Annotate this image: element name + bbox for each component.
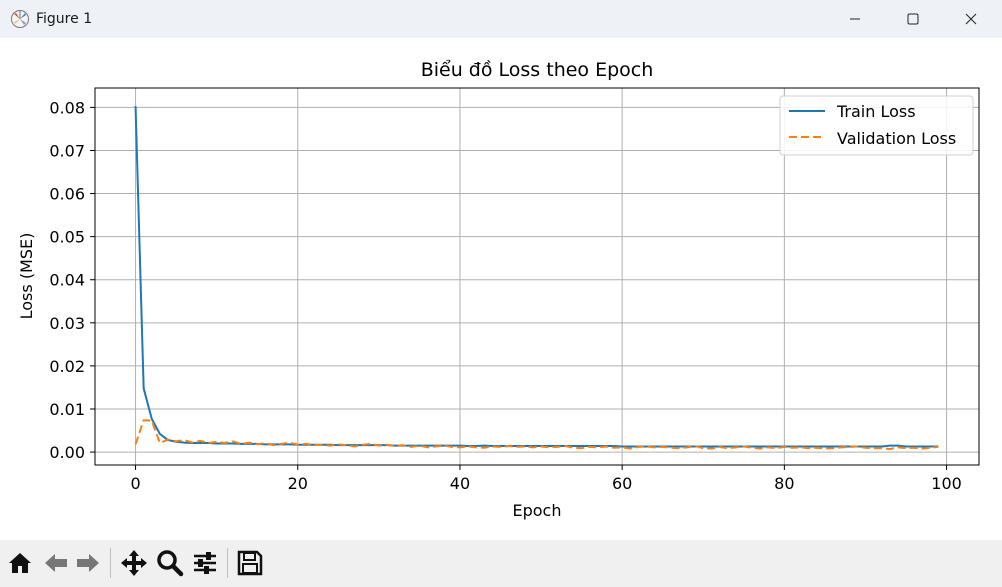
y-tick-label: 0.01 <box>49 400 85 419</box>
zoom-button[interactable] <box>155 548 185 578</box>
y-tick-label: 0.07 <box>49 141 85 160</box>
y-tick-label: 0.08 <box>49 98 85 117</box>
x-axis-label: Epoch <box>513 501 562 520</box>
loss-chart: 0 20 40 60 80 100 0.000.010.020.030.040.050.0… <box>17 59 980 520</box>
pan-button[interactable] <box>119 548 149 578</box>
forward-button[interactable] <box>73 548 103 578</box>
window-titlebar[interactable]: Figure 1 <box>0 0 1002 38</box>
train-loss-line <box>134 106 939 448</box>
validation-loss-line <box>134 419 939 451</box>
legend-box <box>779 95 974 156</box>
legend-train-label: Train Loss <box>836 102 916 121</box>
save-button[interactable] <box>235 548 265 578</box>
arrow-left-icon <box>45 554 67 572</box>
legend: Train Loss Validation Loss <box>779 95 974 156</box>
close-button[interactable] <box>942 0 1000 38</box>
y-axis-label: Loss (MSE) <box>17 233 36 320</box>
legend-validation-label: Validation Loss <box>837 129 956 148</box>
toolbar-separator <box>110 548 111 578</box>
x-tick-label: 80 <box>774 474 794 493</box>
chart-title: Biểu đồ Loss theo Epoch <box>421 59 654 81</box>
minimize-button[interactable] <box>826 0 884 38</box>
y-axis-ticks: 0.00 0.01 0.02 0.03 0.04 0.05 0.06 0.07 0.08 <box>49 98 95 462</box>
x-tick-label: 100 <box>931 474 962 493</box>
home-icon <box>9 553 31 573</box>
y-tick-label: 0.04 <box>49 271 85 290</box>
grid-lines <box>95 88 979 465</box>
y-tick-label: 0.06 <box>49 185 85 204</box>
y-tick-label: 0.05 <box>49 228 85 247</box>
y-tick-label: 0.03 <box>49 314 85 333</box>
move-icon <box>121 550 147 576</box>
close-icon <box>965 13 977 25</box>
magnifier-icon <box>157 550 184 577</box>
matplotlib-icon <box>10 9 30 29</box>
x-tick-label: 60 <box>612 474 632 493</box>
home-button[interactable] <box>5 548 35 578</box>
series-lines <box>134 106 939 451</box>
arrow-right-icon <box>77 554 99 572</box>
x-tick-label: 0 <box>130 474 140 493</box>
minimize-icon <box>850 18 860 20</box>
toolbar-separator <box>227 548 228 578</box>
configure-subplots-button[interactable] <box>190 548 220 578</box>
y-tick-label: 0.02 <box>49 357 85 376</box>
maximize-icon <box>907 13 919 25</box>
y-tick-label: 0.00 <box>49 443 85 462</box>
window-title: Figure 1 <box>36 11 93 27</box>
navigation-toolbar <box>0 540 1002 587</box>
x-tick-label: 20 <box>288 474 308 493</box>
x-tick-label: 40 <box>450 474 470 493</box>
floppy-disk-icon <box>237 550 263 576</box>
figure-canvas[interactable]: 0 20 40 60 80 100 0.00 0.01 0.02 0.03 0.04 0.05 0.0… <box>0 38 1002 540</box>
axes-frame <box>94 87 980 466</box>
sliders-icon <box>194 552 216 574</box>
maximize-button[interactable] <box>884 0 942 38</box>
x-axis-ticks: 0 20 40 60 80 100 <box>130 465 962 493</box>
back-button[interactable] <box>41 548 71 578</box>
